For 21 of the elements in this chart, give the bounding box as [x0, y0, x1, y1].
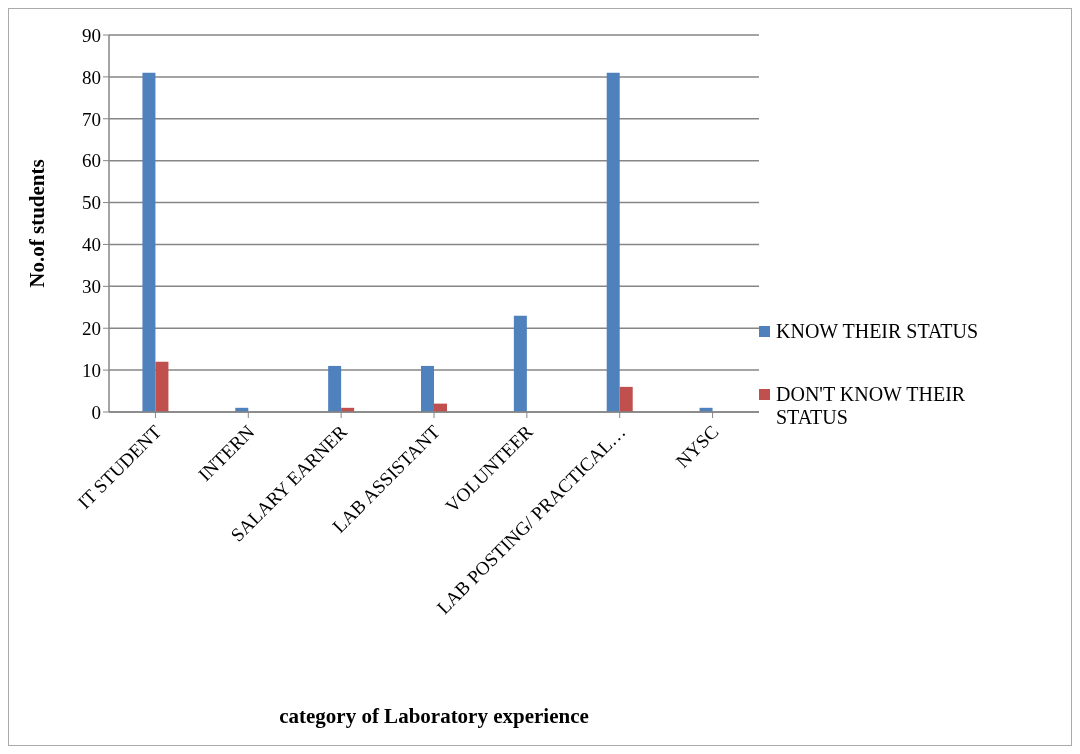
y-tick-label: 30 [82, 276, 101, 298]
y-tick-label: 20 [82, 317, 101, 339]
bar [328, 365, 342, 412]
bar [421, 365, 434, 412]
bar [155, 361, 169, 412]
legend-label: DON'T KNOW THEIR STATUS [776, 382, 967, 429]
bar [619, 386, 633, 412]
legend-label: KNOW THEIR STATUS [776, 319, 980, 343]
bar [513, 315, 527, 412]
y-tick-label: 40 [82, 234, 101, 256]
y-tick-label: 80 [82, 66, 101, 88]
bar [606, 72, 620, 412]
y-tick-label: 10 [82, 359, 101, 381]
y-tick-label: 60 [82, 150, 101, 172]
y-axis-title: No.of students [25, 159, 50, 288]
y-tick-label: 50 [82, 192, 101, 214]
bar [142, 72, 156, 412]
x-axis-title: category of Laboratory experience [279, 704, 589, 728]
y-tick-label: 90 [82, 24, 101, 46]
y-tick-label: 0 [91, 401, 101, 423]
y-tick-label: 70 [82, 108, 101, 130]
